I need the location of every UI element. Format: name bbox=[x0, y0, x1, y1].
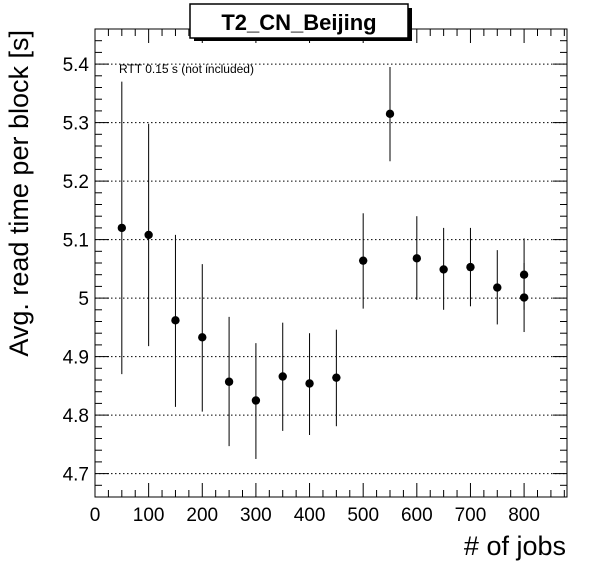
point-marker bbox=[493, 283, 502, 292]
y-tick-label: 5.2 bbox=[63, 172, 89, 193]
chart-title: T2_CN_Beijing bbox=[221, 10, 376, 35]
point-marker bbox=[117, 223, 127, 233]
y-tick-label: 5.4 bbox=[63, 55, 90, 76]
x-tick-label: 700 bbox=[455, 505, 487, 526]
grid-lines bbox=[95, 63, 567, 475]
data-point bbox=[144, 123, 153, 347]
data-point bbox=[171, 234, 180, 407]
x-tick-label: 800 bbox=[508, 505, 540, 526]
point-marker bbox=[332, 373, 341, 382]
data-point bbox=[412, 216, 422, 300]
point-marker bbox=[466, 262, 475, 272]
y-tick-label: 4.8 bbox=[63, 406, 89, 427]
y-tick-label: 5.1 bbox=[63, 231, 89, 252]
y-axis: 4.7 4.8 4.9 5 5.1 5.2 5.3 5.4 bbox=[63, 28, 567, 498]
point-marker bbox=[198, 333, 207, 342]
y-tick-label: 5 bbox=[78, 289, 89, 310]
point-marker bbox=[358, 256, 368, 265]
x-tick-label: 100 bbox=[133, 505, 165, 526]
point-marker bbox=[412, 254, 422, 263]
point-marker bbox=[251, 396, 261, 405]
point-marker bbox=[305, 379, 314, 388]
y-tick-label: 4.7 bbox=[63, 465, 89, 486]
data-point bbox=[251, 343, 261, 459]
annotation-label: RTT 0.15 s (not included) bbox=[119, 62, 254, 76]
point-marker bbox=[385, 109, 395, 119]
data-point bbox=[198, 264, 207, 412]
data-point bbox=[385, 67, 395, 162]
data-point bbox=[305, 333, 314, 435]
data-point bbox=[519, 263, 529, 333]
point-marker bbox=[519, 293, 529, 302]
x-axis-label: # of jobs bbox=[464, 531, 566, 561]
x-tick-label: 500 bbox=[347, 505, 379, 526]
data-points bbox=[117, 67, 529, 459]
data-point bbox=[466, 227, 475, 307]
data-point bbox=[358, 213, 368, 309]
point-marker bbox=[171, 316, 180, 325]
x-tick-label: 0 bbox=[90, 505, 101, 526]
x-tick-label: 200 bbox=[186, 505, 218, 526]
x-tick-label: 400 bbox=[294, 505, 326, 526]
plot-frame bbox=[94, 28, 568, 498]
point-marker bbox=[144, 230, 153, 240]
x-axis: 0 100 200 300 400 500 600 700 800 bbox=[90, 29, 565, 526]
data-point bbox=[439, 227, 448, 310]
data-point bbox=[493, 250, 502, 325]
data-point bbox=[278, 322, 287, 431]
data-point bbox=[332, 329, 341, 427]
point-marker bbox=[439, 265, 448, 274]
x-tick-label: 300 bbox=[240, 505, 272, 526]
y-tick-label: 4.9 bbox=[63, 348, 89, 369]
y-tick-label: 5.3 bbox=[63, 114, 89, 135]
y-axis-label: Avg. read time per block [s] bbox=[4, 30, 34, 357]
x-tick-label: 600 bbox=[401, 505, 433, 526]
data-point bbox=[224, 316, 234, 447]
title-box: T2_CN_Beijing bbox=[189, 3, 412, 41]
data-point bbox=[117, 81, 127, 375]
point-marker bbox=[278, 372, 287, 381]
point-marker bbox=[224, 377, 234, 386]
